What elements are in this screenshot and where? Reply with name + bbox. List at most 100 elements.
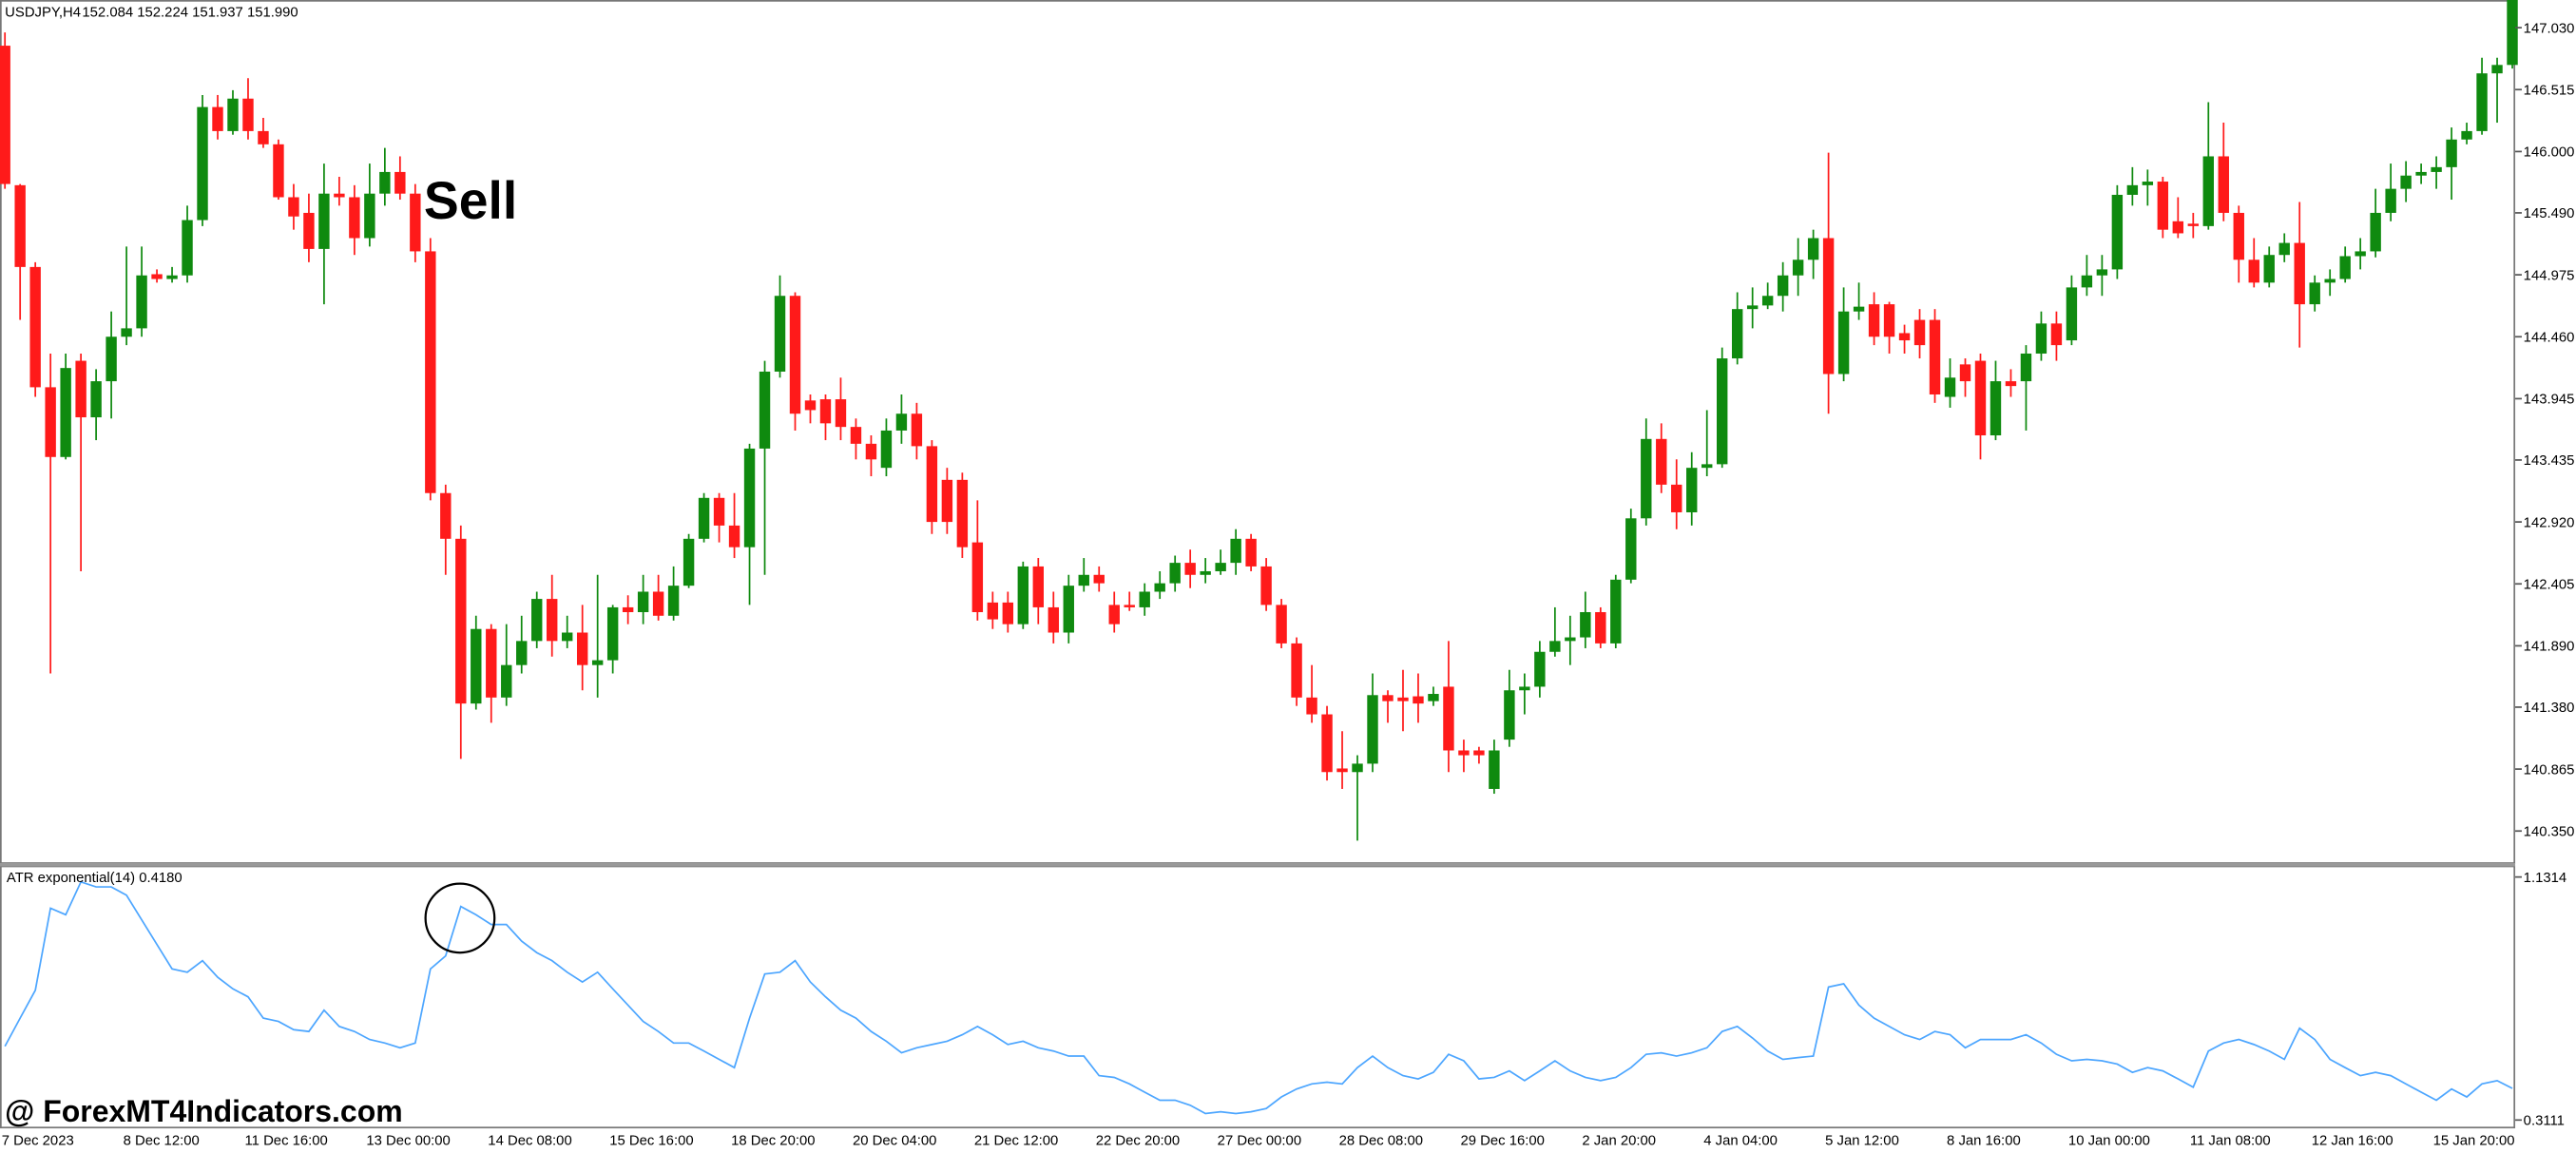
y-tick-label: 144.975 [2524, 268, 2575, 283]
candle-body [1002, 602, 1014, 625]
watermark: @ ForexMT4Indicators.com [5, 1094, 402, 1128]
candle-body [2476, 73, 2488, 131]
candle-body [652, 591, 664, 616]
candle-body [1093, 574, 1105, 584]
candle-body [728, 525, 740, 548]
candle-body [591, 660, 604, 665]
x-tick-label: 5 Jan 12:00 [1825, 1133, 1899, 1148]
candle-body [1746, 305, 1759, 310]
candle-body [1367, 695, 1378, 764]
candle-body [2370, 212, 2381, 252]
candle-body [1017, 566, 1029, 625]
candle-body [2202, 156, 2214, 226]
candle-body [1397, 697, 1409, 701]
candle-body [212, 106, 223, 131]
candle-body [318, 193, 330, 249]
candle-body [2035, 323, 2047, 354]
candle-body [2066, 287, 2078, 341]
candle-body [1595, 611, 1606, 644]
y-tick-label: 141.890 [2524, 640, 2575, 655]
candle-body [227, 98, 239, 131]
candle-body [2172, 221, 2184, 234]
chart-title: USDJPY,H4 [5, 5, 81, 20]
candle-body [637, 591, 649, 612]
candle-body [197, 106, 208, 221]
candle-body [1944, 377, 1956, 397]
candle-body [1154, 583, 1165, 592]
x-tick-label: 10 Jan 00:00 [2068, 1133, 2150, 1148]
x-tick-label: 15 Dec 16:00 [609, 1133, 693, 1148]
y-tick-label: 147.030 [2524, 21, 2575, 36]
candle-body [1868, 304, 1880, 337]
candle-body [1686, 468, 1698, 512]
candle-body [1336, 768, 1348, 773]
candle-body [956, 479, 969, 548]
candle-body [1837, 311, 1850, 375]
chart-subtitle: 152.084 152.224 151.937 151.990 [82, 5, 298, 20]
candle-body [1656, 438, 1667, 485]
candle-body [334, 193, 345, 198]
candle-body [2142, 182, 2154, 185]
candle-body [2446, 139, 2457, 167]
candle-body [14, 184, 26, 267]
candle-body [835, 399, 847, 428]
x-tick-label: 14 Dec 08:00 [488, 1133, 571, 1148]
candle-body [45, 387, 56, 457]
candle-body [1671, 484, 1682, 512]
candle-body [1580, 611, 1591, 638]
candle-body [1959, 364, 1971, 382]
y-tick-label: 140.350 [2524, 824, 2575, 839]
candle-body [75, 360, 87, 418]
candle-body [547, 599, 558, 642]
candle-body [182, 220, 193, 276]
candle-body [2400, 175, 2412, 189]
x-tick-label: 13 Dec 00:00 [366, 1133, 450, 1148]
candle-body [2005, 381, 2017, 387]
indicator-title: ATR exponential(14) 0.4180 [7, 871, 183, 886]
candle-body [1321, 714, 1333, 773]
candle-body [1625, 518, 1637, 580]
candle-body [531, 599, 543, 642]
x-tick-label: 4 Jan 04:00 [1703, 1133, 1778, 1148]
candle-body [561, 632, 573, 642]
candle-body [576, 632, 588, 665]
candle-body [1124, 605, 1135, 607]
y-tick-label: 140.865 [2524, 762, 2575, 778]
candle-body [850, 427, 862, 444]
candle-body [60, 368, 71, 457]
y-tick-label: 142.405 [2524, 577, 2575, 592]
candle-body [1473, 750, 1485, 756]
candle-body [288, 197, 299, 217]
candle-body [926, 446, 938, 523]
candle-body [516, 641, 528, 665]
candle-body [471, 628, 482, 704]
candle-body [1534, 651, 1546, 687]
candle-body [1974, 360, 1987, 436]
y-tick-label: 142.920 [2524, 515, 2575, 530]
candle-body [1792, 259, 1804, 276]
candle-body [410, 193, 421, 252]
atr-panel-frame [0, 865, 2516, 1129]
x-tick-label: 20 Dec 04:00 [853, 1133, 936, 1148]
candle-body [911, 413, 923, 447]
candle-body [2081, 275, 2093, 288]
y-tick-label: 141.380 [2524, 701, 2575, 716]
x-tick-label: 27 Dec 00:00 [1218, 1133, 1301, 1148]
candle-body [2461, 130, 2472, 140]
candle-body [29, 266, 41, 388]
candle-body [622, 606, 634, 612]
candle-body [1108, 605, 1120, 625]
x-tick-label: 29 Dec 16:00 [1460, 1133, 1544, 1148]
candle-body [1777, 275, 1789, 297]
candle-body [364, 193, 375, 239]
candle-body [1215, 563, 1226, 571]
indicator-line [4, 880, 2513, 1115]
candle-body [486, 628, 497, 698]
candle-body [166, 275, 178, 279]
candle-body [1807, 238, 1819, 260]
candle-body [258, 130, 269, 144]
candle-body [1291, 643, 1302, 698]
candle-body [1929, 319, 1941, 394]
candle-body [501, 664, 512, 698]
